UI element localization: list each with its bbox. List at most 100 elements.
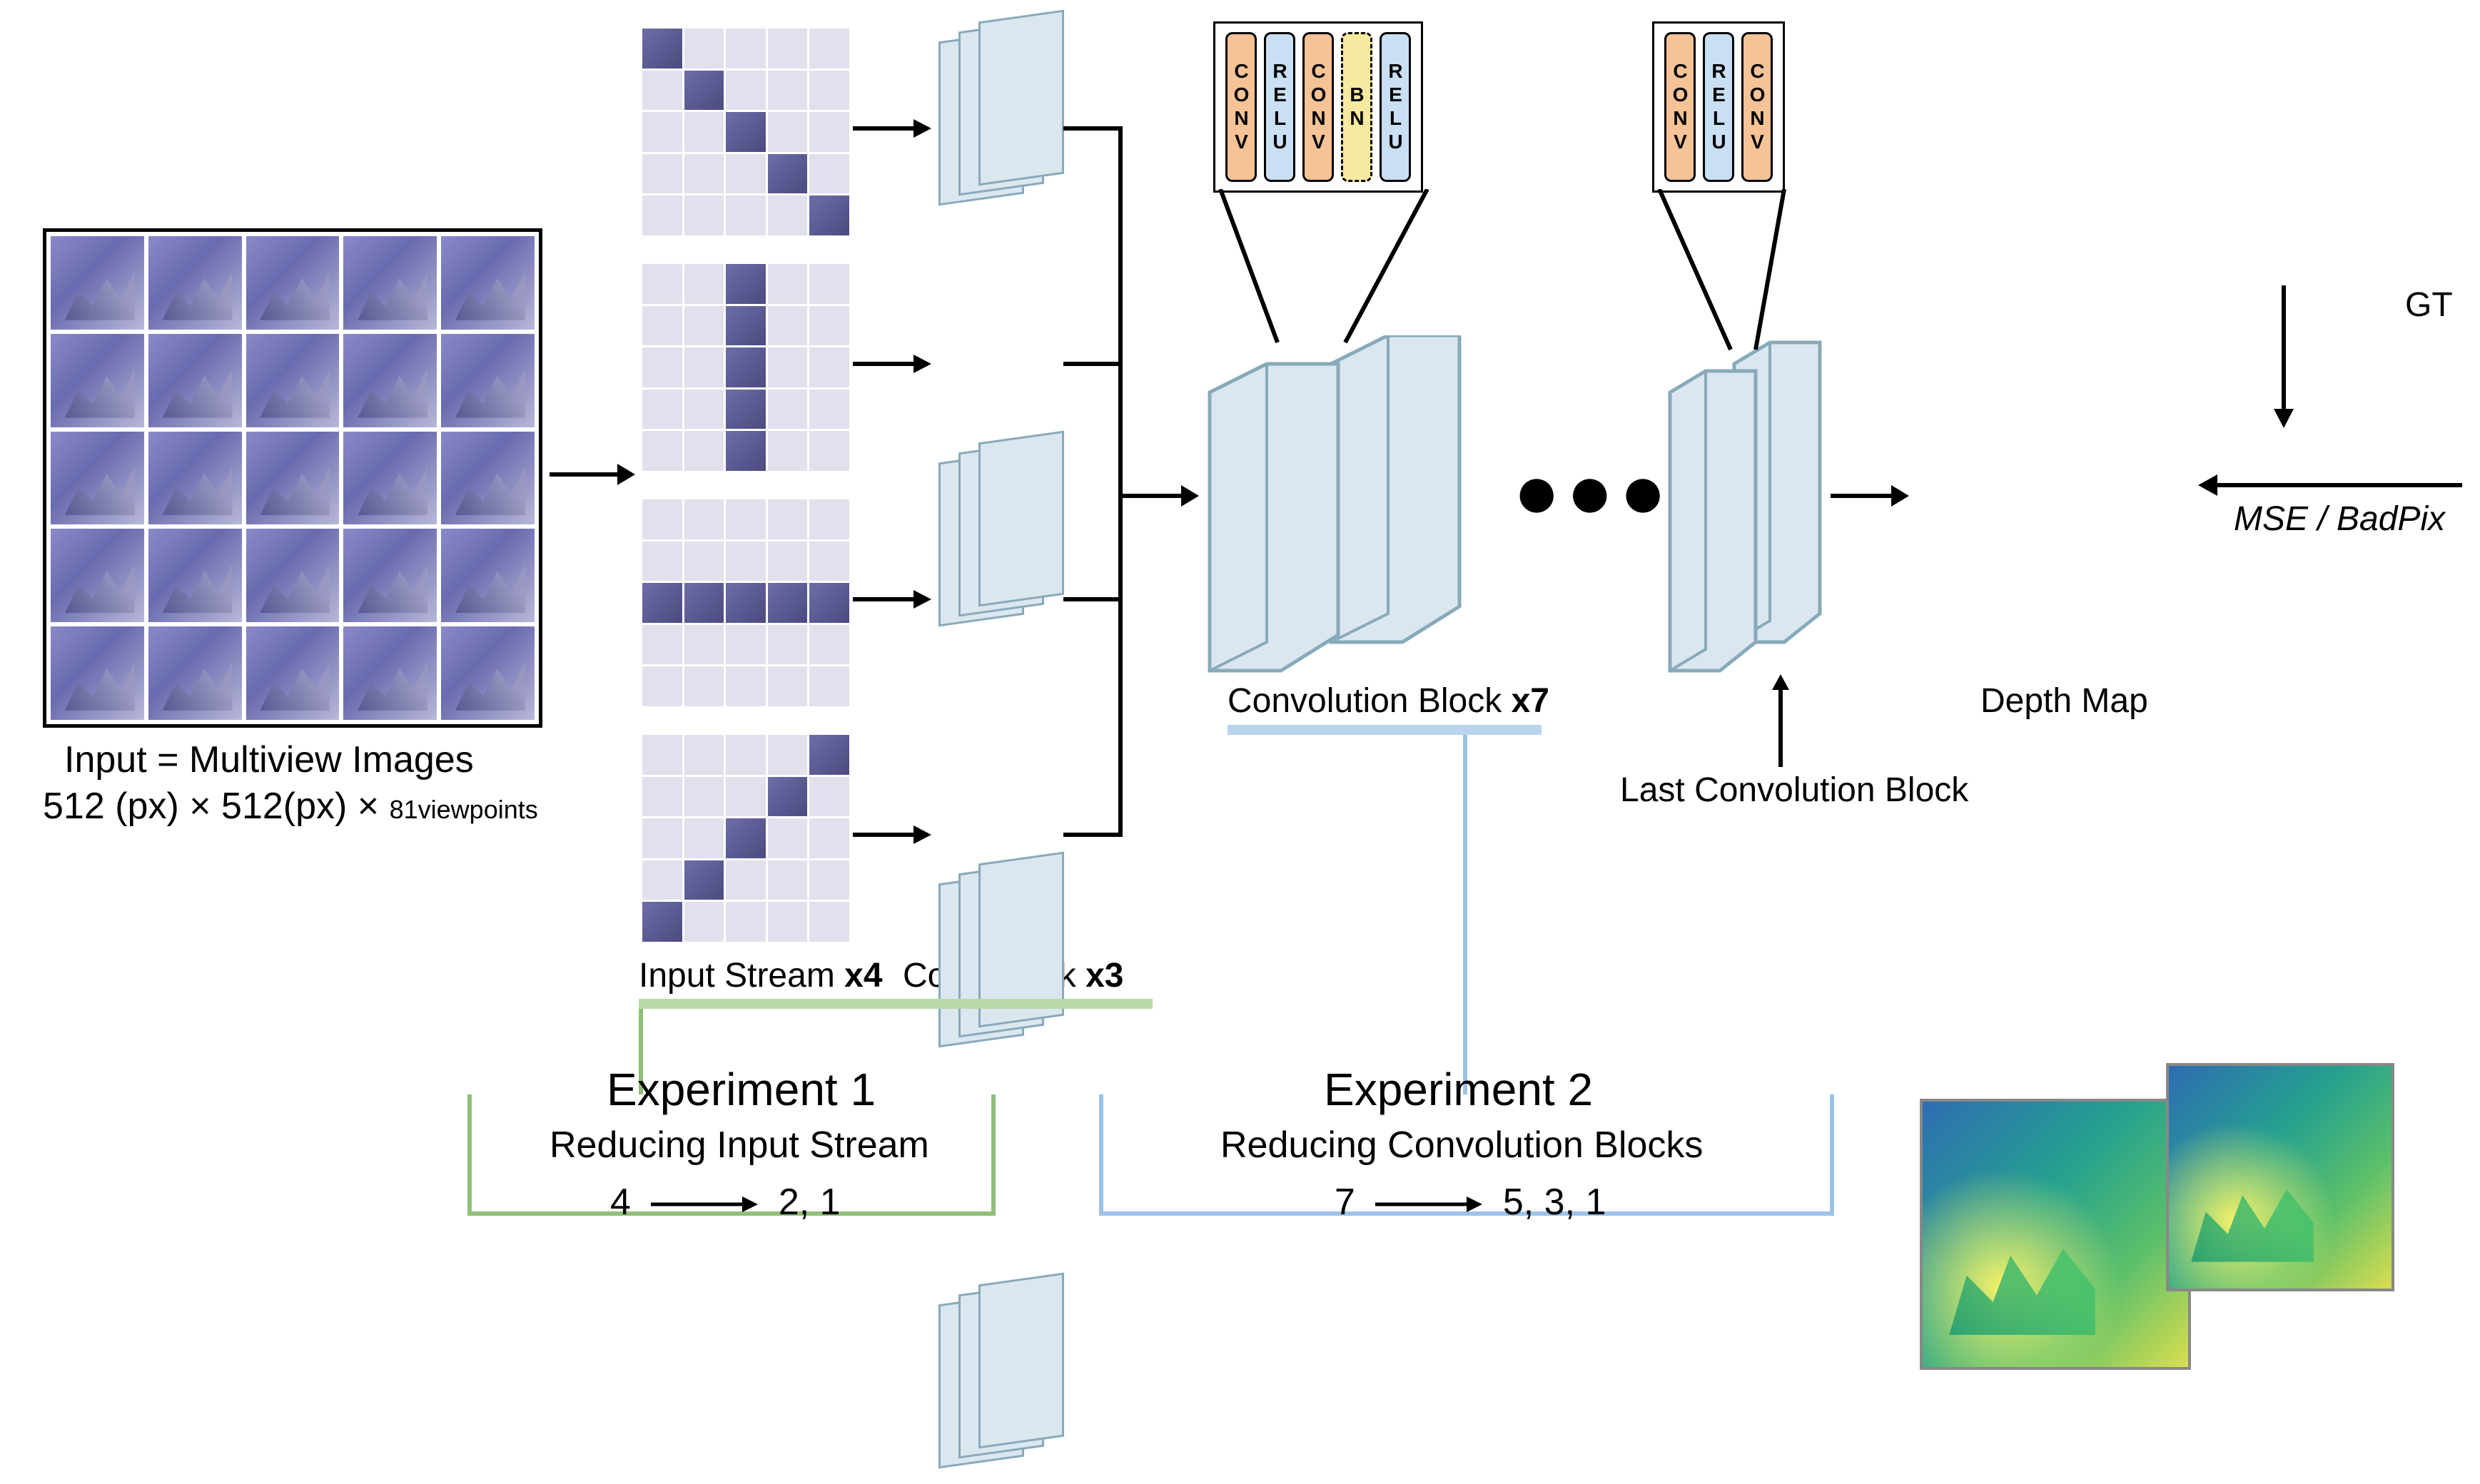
stream-cell [726,347,766,387]
stream-cell [768,390,808,430]
stream-grid-0 [642,29,849,235]
stream-cell [809,306,849,346]
stream-cell [684,347,724,387]
exp1-title: Experiment 1 [607,1063,876,1116]
arrow-stream-to-conv [853,111,931,146]
input-tile [246,529,340,622]
stream-cell [642,306,682,346]
exp1-values: 4 2, 1 [610,1181,841,1224]
input-tile [343,626,437,720]
stream-cell [684,583,724,623]
stream-cell [684,902,724,942]
stream-cell [809,347,849,387]
stream-cell [684,154,724,194]
stream-cell [809,583,849,623]
stream-cell [768,306,808,346]
stream-cell [726,583,766,623]
gt-map [2166,1063,2394,1291]
stream-cell [726,71,766,111]
conv3-stack-3 [938,1298,1060,1484]
stream-cell [726,29,766,68]
input-tile [246,334,340,427]
stream-cell [726,112,766,152]
last-conv-label: Last Convolution Block [1620,771,1968,810]
exp1-underline [639,999,1153,1009]
stream-cell [768,195,808,235]
stream-cell [726,666,766,706]
exp2-values: 7 5, 3, 1 [1335,1181,1606,1224]
stream-cell [809,154,849,194]
input-tile [148,334,242,427]
stream-cell [642,818,682,858]
depth-map-label: Depth Map [1980,681,2148,721]
stream-cell [768,860,808,900]
stream-cell [809,112,849,152]
stream-cell [768,625,808,665]
gt-label: GT [2405,285,2453,325]
stream-cell [684,112,724,152]
input-tile [148,432,242,525]
arrow-stream-to-conv [853,817,931,853]
stream-cell [809,777,849,817]
callout-main-lines [1213,189,1477,346]
stream-cell [768,347,808,387]
exp2-title: Experiment 2 [1324,1063,1593,1116]
stream-cell [684,777,724,817]
input-caption: Input = Multiview Images [64,738,474,781]
input-tile [148,236,242,330]
input-tile [246,236,340,330]
stream-cell [809,818,849,858]
input-dims: 512 (px) × 512(px) × 81viewpoints [43,785,538,828]
stream-cell [809,499,849,539]
input-tile [51,529,144,622]
stream-cell [642,499,682,539]
stream-cell [726,390,766,430]
stream-cell [726,431,766,471]
ellipsis-dots: ●●● [1513,446,1672,537]
input-tile [441,334,535,427]
stream-cell [684,431,724,471]
stream-cell [726,625,766,665]
stream-cell [809,735,849,775]
stream-cell [642,264,682,304]
input-stream-label: Input Stream x4 [639,956,883,995]
input-tile [51,334,144,427]
stream-cell [809,625,849,665]
conv3-stack-2 [938,878,1060,1063]
stream-cell [684,499,724,539]
stream-cell [768,666,808,706]
input-tile [51,626,144,720]
input-tile [343,432,437,525]
stream-cell [726,499,766,539]
stream-cell [768,499,808,539]
input-tile [246,626,340,720]
stream-cell [809,542,849,581]
stream-cell [642,583,682,623]
stream-cell [642,666,682,706]
layer-relu: RELU [1380,32,1411,182]
conv3-stack-1 [938,457,1060,642]
input-tile [246,432,340,525]
stream-cell [642,195,682,235]
stream-cell [642,860,682,900]
stream-cell [642,735,682,775]
stream-cell [684,860,724,900]
depth-map [1920,1099,2191,1370]
arrow-gt-down [2269,285,2298,428]
input-multiview-grid: // placeholder, tiles rendered below via… [43,228,542,728]
stream-cell [768,777,808,817]
stream-cell [726,902,766,942]
stream-cell [684,735,724,775]
input-tile [148,529,242,622]
exp1-sub: Reducing Input Stream [550,1124,929,1167]
conv-block-pair [1203,335,1474,678]
input-tile [343,529,437,622]
layer-conv: CONV [1741,32,1773,182]
last-conv-block [1663,335,1834,678]
layer-conv: CONV [1664,32,1696,182]
stream-cell [684,195,724,235]
stream-cell [684,71,724,111]
stream-cell [809,860,849,900]
stream-cell [768,431,808,471]
stream-cell [768,264,808,304]
